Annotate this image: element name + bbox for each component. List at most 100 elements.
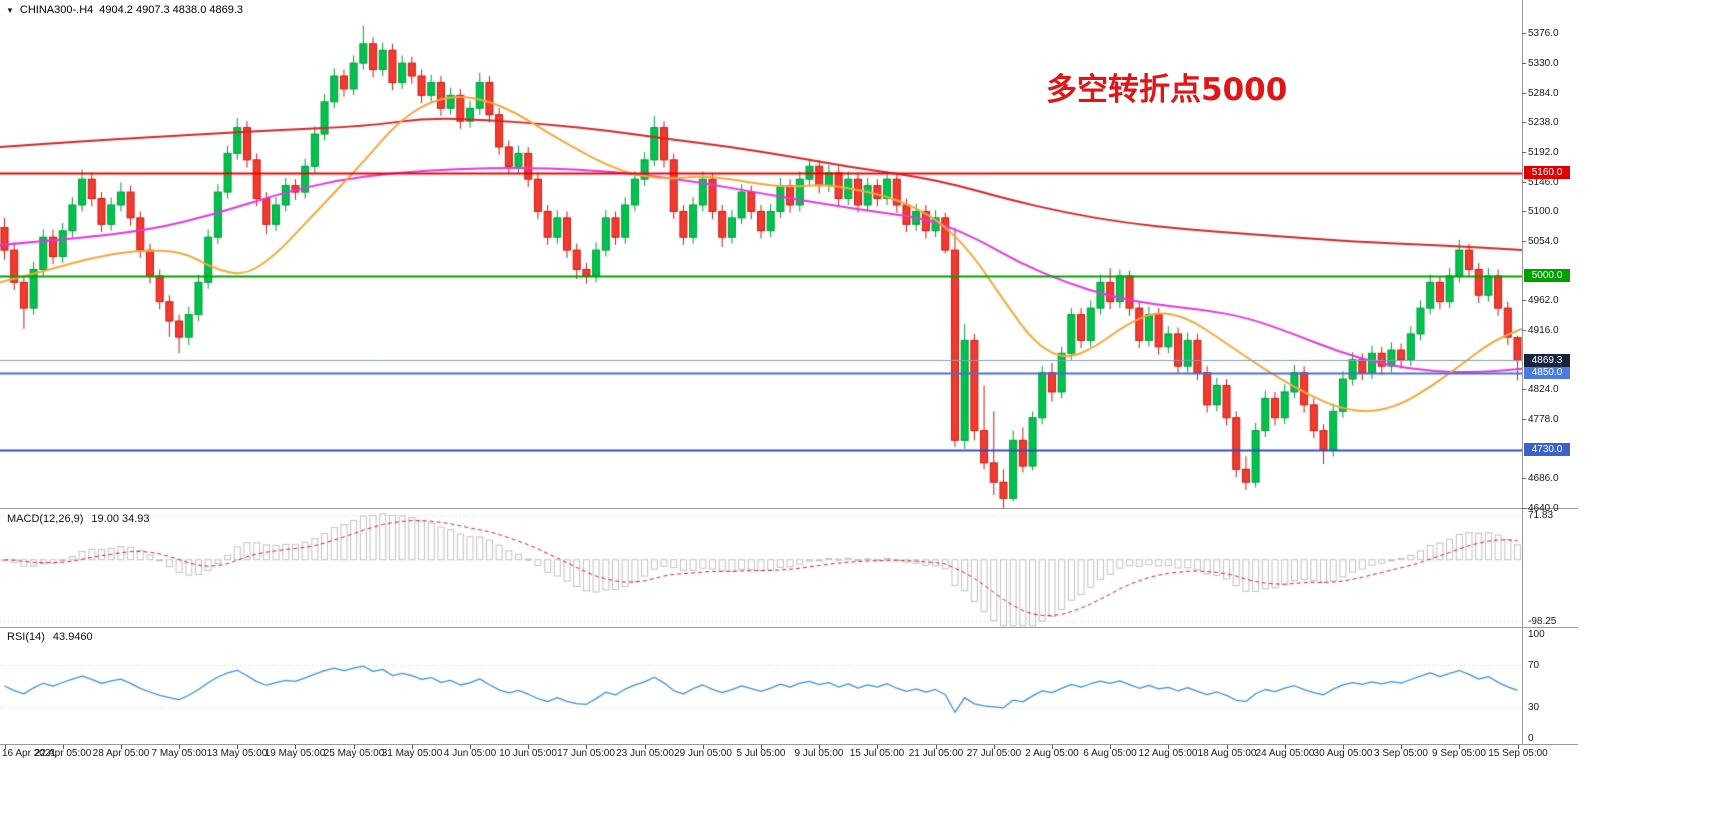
price-tick-label: 5238.0: [1528, 117, 1559, 129]
rsi-axis-scale-area[interactable]: [1522, 628, 1578, 744]
price-tick-mark: [1522, 389, 1526, 391]
time-tick-mark: [1110, 745, 1111, 749]
hline-price-badge: 4850.0: [1524, 366, 1570, 380]
macd-indicator-label: MACD(12,26,9) 19.00 34.93: [7, 513, 150, 525]
time-tick-mark: [1343, 745, 1344, 749]
time-tick-label: 4 Jun 05:00: [443, 748, 497, 759]
rsi-panel-canvas[interactable]: [0, 628, 1522, 744]
rsi-indicator-label: RSI(14) 43.9460: [7, 631, 93, 643]
time-tick-mark: [645, 745, 646, 749]
price-tick-label: 4778.0: [1528, 414, 1559, 426]
rsi-axis-label: 100: [1528, 629, 1545, 640]
time-tick-label: 10 Jun 05:00: [499, 748, 557, 759]
price-tick-mark: [1522, 330, 1526, 332]
price-tick-label: 4640.0: [1528, 503, 1559, 514]
price-tick-mark: [1522, 63, 1526, 65]
time-tick-label: 29 Jun 05:00: [674, 748, 732, 759]
time-tick-label: 31 May 05:00: [381, 748, 443, 759]
time-axis-separator: [0, 744, 1578, 745]
time-tick-label: 13 May 05:00: [206, 748, 268, 759]
time-tick-mark: [994, 745, 995, 749]
rsi-axis-label: 70: [1528, 660, 1540, 672]
price-tick-label: 4686.0: [1528, 473, 1559, 485]
time-tick-label: 18 Aug 05:00: [1197, 748, 1257, 759]
time-tick-label: 12 Aug 05:00: [1138, 748, 1198, 759]
time-tick-mark: [179, 745, 180, 749]
rsi-axis-label: 0: [1528, 733, 1534, 744]
time-tick-mark: [819, 745, 820, 749]
price-tick-mark: [1522, 300, 1526, 302]
time-tick-label: 2 Aug 05:00: [1025, 748, 1079, 759]
time-tick-mark: [354, 745, 355, 749]
price-axis-separator: [1522, 0, 1523, 745]
price-tick-label: 5100.0: [1528, 206, 1559, 218]
time-tick-mark: [703, 745, 704, 749]
time-tick-label: 6 Aug 05:00: [1083, 748, 1137, 759]
time-tick-mark: [1518, 745, 1519, 749]
price-tick-mark: [1522, 478, 1526, 480]
price-tick-label: 5330.0: [1528, 58, 1559, 70]
collapse-indicator-icon[interactable]: ▼: [6, 5, 14, 15]
time-tick-mark: [1401, 745, 1402, 749]
time-tick-label: 30 Aug 05:00: [1313, 748, 1373, 759]
time-tick-mark: [470, 745, 471, 749]
time-tick-label: 9 Jul 05:00: [794, 748, 844, 759]
price-tick-mark: [1522, 419, 1526, 421]
time-tick-label: 23 Jun 05:00: [616, 748, 674, 759]
time-tick-label: 3 Sep 05:00: [1374, 748, 1428, 759]
hline-price-badge: 4730.0: [1524, 443, 1570, 457]
ohlc-values-label: 4904.2 4907.3 4838.0 4869.3: [99, 4, 244, 16]
macd-axis-label: 71.83: [1528, 510, 1554, 522]
time-tick-mark: [237, 745, 238, 749]
time-tick-label: 22 Apr 05:00: [34, 748, 92, 759]
time-tick-label: 15 Jul 05:00: [849, 748, 905, 759]
time-tick-mark: [63, 745, 64, 749]
time-tick-label: 17 Jun 05:00: [557, 748, 615, 759]
price-tick-label: 5192.0: [1528, 147, 1559, 159]
time-tick-label: 24 Aug 05:00: [1255, 748, 1315, 759]
symbol-ohlc-header: ▼ CHINA300-.H4 4904.2 4907.3 4838.0 4869…: [6, 3, 244, 17]
panel-separator[interactable]: [0, 508, 1578, 509]
panel-separator[interactable]: [0, 627, 1578, 628]
time-tick-mark: [1168, 745, 1169, 749]
time-tick-label: 9 Sep 05:00: [1432, 748, 1486, 759]
macd-panel-canvas[interactable]: [0, 509, 1522, 627]
price-tick-mark: [1522, 241, 1526, 243]
current-price-badge: 4869.3: [1524, 353, 1570, 367]
symbol-timeframe-label: CHINA300-.H4: [19, 4, 94, 16]
price-tick-mark: [1522, 33, 1526, 35]
time-tick-mark: [877, 745, 878, 749]
macd-axis-label: -98.25: [1528, 615, 1557, 627]
hline-price-badge: 5000.0: [1524, 269, 1570, 283]
time-tick-label: 27 Jul 05:00: [966, 748, 1022, 759]
time-tick-mark: [295, 745, 296, 749]
time-tick-label: 19 May 05:00: [264, 748, 326, 759]
price-tick-mark: [1522, 152, 1526, 154]
price-chart-canvas[interactable]: [0, 18, 1522, 508]
time-tick-mark: [1285, 745, 1286, 749]
time-tick-label: 28 Apr 05:00: [92, 748, 150, 759]
price-tick-mark: [1522, 122, 1526, 124]
time-tick-mark: [528, 745, 529, 749]
chart-annotation-text[interactable]: 多空转折点5000: [1046, 72, 1288, 108]
time-tick-label: 7 May 05:00: [151, 748, 207, 759]
price-tick-mark: [1522, 508, 1526, 509]
time-tick-label: 15 Sep 05:00: [1488, 748, 1548, 759]
time-tick-mark: [1052, 745, 1053, 749]
time-tick-mark: [761, 745, 762, 749]
time-tick-label: 16 Apr 2021: [2, 748, 56, 759]
price-tick-label: 5054.0: [1528, 236, 1559, 248]
price-tick-mark: [1522, 92, 1526, 94]
time-tick-mark: [586, 745, 587, 749]
price-tick-mark: [1522, 211, 1526, 213]
macd-axis-scale-area[interactable]: [1522, 509, 1578, 627]
time-tick-mark: [121, 745, 122, 749]
time-tick-mark: [1227, 745, 1228, 749]
price-tick-mark: [1522, 181, 1526, 183]
time-tick-label: 21 Jul 05:00: [908, 748, 964, 759]
price-tick-label: 4962.0: [1528, 295, 1559, 307]
time-tick-label: 5 Jul 05:00: [736, 748, 786, 759]
time-tick-mark: [1459, 745, 1460, 749]
price-tick-label: 4916.0: [1528, 325, 1559, 337]
